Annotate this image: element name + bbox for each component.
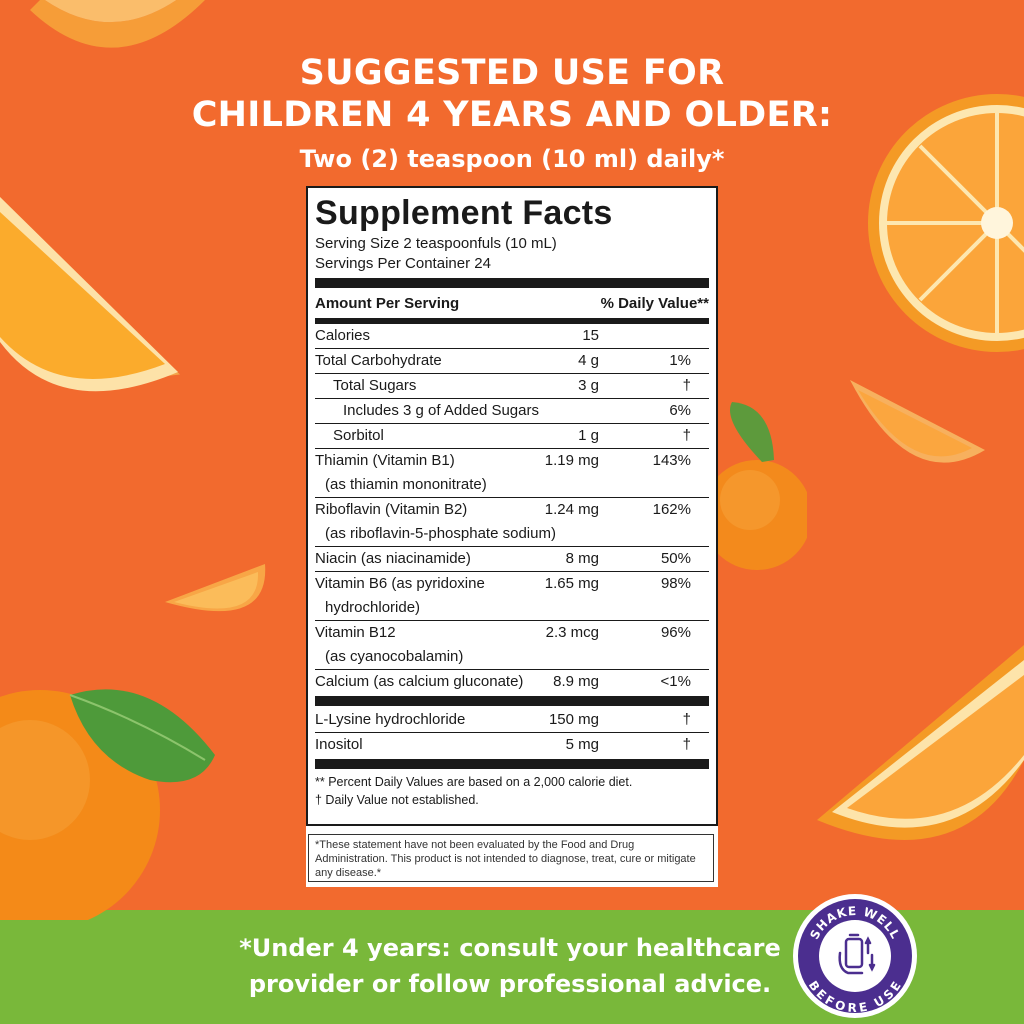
suggested-use-headline: SUGGESTED USE FOR CHILDREN 4 YEARS AND O… xyxy=(0,52,1024,136)
supplement-facts-table: Supplement Facts Serving Size 2 teaspoon… xyxy=(306,186,718,826)
table-row: Vitamin B12 2.3 mcg 96% xyxy=(315,624,691,641)
table-row-sub: hydrochloride) xyxy=(315,596,709,621)
supplement-facts-panel: Supplement Facts Serving Size 2 teaspoon… xyxy=(306,186,718,887)
divider-medium xyxy=(315,318,709,324)
header-amount: Amount Per Serving xyxy=(315,295,460,312)
under-4-advice: *Under 4 years: consult your healthcare … xyxy=(180,930,840,1002)
table-row: Includes 3 g of Added Sugars 6% xyxy=(315,399,709,424)
fda-disclaimer: *These statement have not been evaluated… xyxy=(308,834,714,882)
headline-line2: CHILDREN 4 YEARS AND OLDER: xyxy=(191,95,833,135)
table-row-sub: (as riboflavin-5-phosphate sodium) xyxy=(315,522,709,547)
dosage-text: Two (2) teaspoon (10 ml) daily* xyxy=(299,145,725,173)
serving-size: Serving Size 2 teaspoonfuls (10 mL) xyxy=(315,235,557,252)
advice-line2: provider or follow professional advice. xyxy=(248,970,772,998)
mandarin-with-leaf-image xyxy=(712,402,807,570)
divider-thick xyxy=(315,696,709,706)
orange-wedge-left-image xyxy=(0,197,180,392)
table-row: Riboflavin (Vitamin B2) 1.24 mg 162% xyxy=(315,501,691,518)
table-row: Total Carbohydrate 4 g 1% xyxy=(315,349,709,374)
table-row: Inositol 5 mg † xyxy=(315,736,691,753)
orange-wedge-large-right-image xyxy=(817,645,1024,840)
advice-line1: *Under 4 years: consult your healthcare xyxy=(239,934,781,962)
header-daily-value: % Daily Value** xyxy=(600,295,709,312)
orange-whole-with-leaf-image xyxy=(0,689,215,920)
orange-wedge-small-left-image xyxy=(165,564,266,612)
orange-half-right-image xyxy=(868,94,1024,352)
table-row: Vitamin B6 (as pyridoxine 1.65 mg 98% xyxy=(315,575,691,592)
table-row: Calories 15 xyxy=(315,324,709,349)
table-row: Thiamin (Vitamin B1) 1.19 mg 143% xyxy=(315,452,691,469)
table-row-sub: (as cyanocobalamin) xyxy=(315,645,709,670)
divider-thick xyxy=(315,278,709,288)
facts-header-row: Amount Per Serving % Daily Value** xyxy=(315,290,709,318)
footnote-dagger: † Daily Value not established. xyxy=(315,793,479,807)
footnote-daily-values: ** Percent Daily Values are based on a 2… xyxy=(315,775,633,789)
table-row: Total Sugars 3 g † xyxy=(315,374,709,399)
table-row: Calcium (as calcium gluconate) 8.9 mg <1… xyxy=(315,673,691,690)
orange-slice-top-left-image xyxy=(30,0,205,48)
facts-title: Supplement Facts xyxy=(315,194,613,232)
table-row: Niacin (as niacinamide) 8 mg 50% xyxy=(315,547,709,572)
headline-line1: SUGGESTED USE FOR xyxy=(299,53,725,93)
shake-well-badge: SHAKE WELL BEFORE USE xyxy=(793,894,917,1018)
shake-hand-icon xyxy=(838,933,876,975)
orange-wedge-small-right-image xyxy=(850,380,985,463)
servings-per-container: Servings Per Container 24 xyxy=(315,255,491,272)
table-row: Sorbitol 1 g † xyxy=(315,424,709,449)
table-row: L-Lysine hydrochloride 150 mg † xyxy=(315,708,709,733)
divider-thick xyxy=(315,759,709,769)
table-row-sub: (as thiamin mononitrate) xyxy=(315,473,709,498)
